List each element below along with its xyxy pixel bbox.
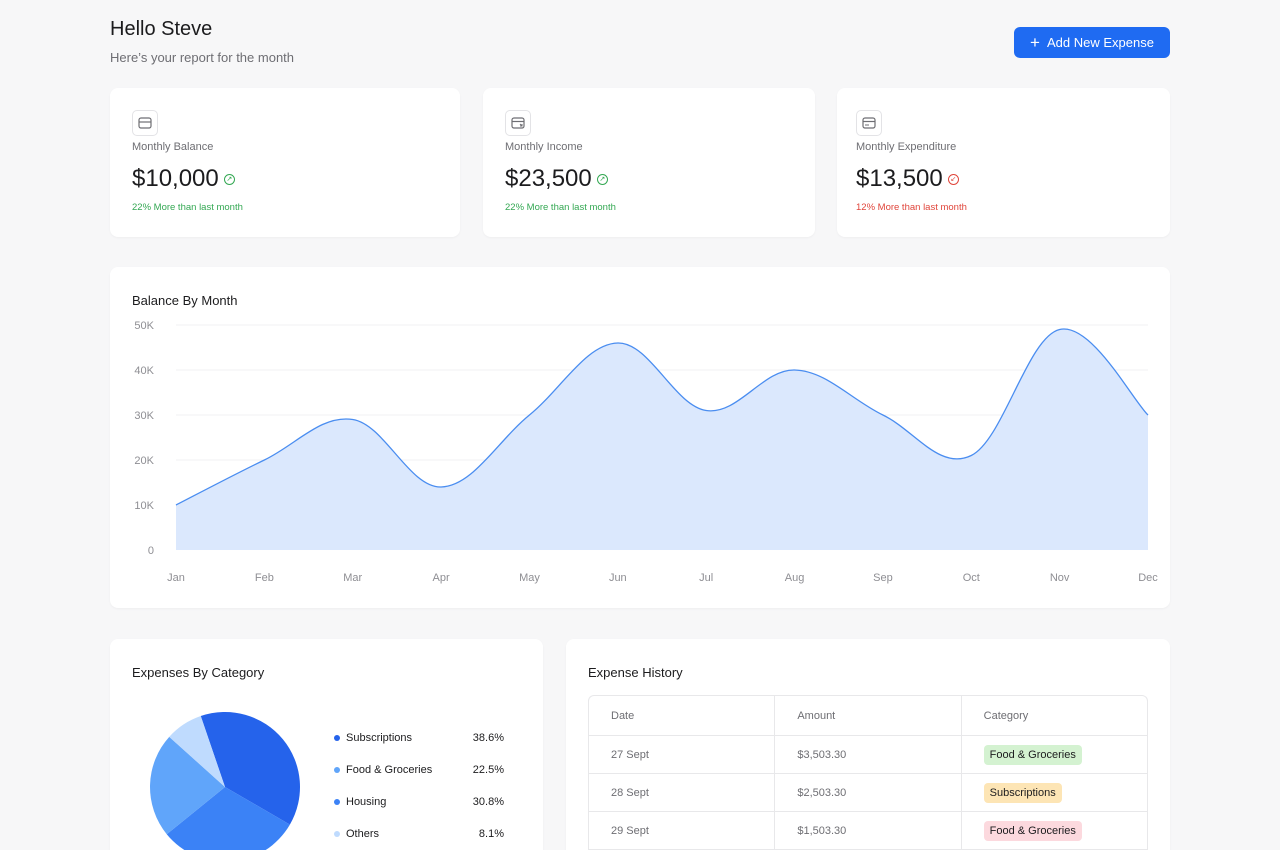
stat-value: $23,500 [505,165,592,192]
y-tick-label: 30K [134,410,154,422]
expense-history-card: Expense History Date Amount Category 27 … [566,639,1170,850]
balance-chart-title: Balance By Month [132,293,238,308]
trend-up-icon: ↗ [596,173,608,185]
x-tick-label: Jan [167,572,185,584]
category-badge: Food & Groceries [983,820,1082,841]
wallet-icon [132,110,158,136]
stat-change: 22% More than last month [505,202,616,213]
add-new-expense-button[interactable]: + Add New Expense [1014,27,1170,58]
x-tick-label: Jun [609,572,627,584]
report-subtitle: Here’s your report for the month [110,50,295,65]
stat-change: 22% More than last month [132,202,243,213]
column-header-category[interactable]: Category [983,709,1029,722]
x-tick-label: May [519,572,540,584]
stat-label: Monthly Income [505,141,583,153]
x-tick-label: Sep [873,572,893,584]
stat-value: $10,000 [132,165,219,192]
legend-label: Housing [346,796,387,808]
balance-chart-card: Balance By Month 0 10K 20K 30K 40K 50K Jan Feb M… [110,267,1170,608]
stat-label: Monthly Expenditure [856,141,957,153]
table-row[interactable]: 28 Sept $2,503.30 Subscriptions [589,774,1147,812]
y-tick-label: 0 [148,545,154,557]
legend-percent: 22.5% [472,764,504,776]
monthly-income-card: Monthly Income $23,500 ↗ 22% More than l… [483,88,815,237]
legend-item: Others 8.1% [334,828,504,840]
x-tick-label: Nov [1050,572,1070,584]
column-header-amount[interactable]: Amount [775,696,962,735]
table-header-row: Date Amount Category [589,696,1147,736]
page-header: Hello Steve Here’s your report for the m… [110,18,294,65]
x-tick-label: Feb [255,572,274,584]
card-in-icon [505,110,531,136]
y-tick-label: 50K [134,320,154,332]
row-date: 29 Sept [589,812,776,849]
card-out-icon [856,110,882,136]
column-header-date[interactable]: Date [589,696,776,735]
legend-item: Housing 30.8% [334,796,504,808]
row-amount: $2,503.30 [775,774,962,811]
expense-history-table: Date Amount Category 27 Sept $3,503.30 F… [588,695,1148,850]
legend-dot [334,831,340,837]
x-tick-label: Apr [433,572,450,584]
legend-dot [334,767,340,773]
expense-history-title: Expense History [588,665,683,680]
x-tick-label: Oct [963,572,980,584]
expenses-category-card: Expenses By Category Subscriptions 38.6% F… [110,639,543,850]
legend-dot [334,799,340,805]
x-tick-label: Mar [343,572,362,584]
category-badge: Subscriptions [983,782,1062,803]
category-badge: Food & Groceries [983,744,1082,765]
trend-up-icon: ↗ [223,173,235,185]
legend-label: Others [346,828,380,840]
monthly-balance-card: Monthly Balance $10,000 ↗ 22% More than … [110,88,460,237]
stat-value: $13,500 [856,165,943,192]
y-tick-label: 20K [134,455,154,467]
monthly-expenditure-card: Monthly Expenditure $13,500 ↙ 12% More t… [837,88,1170,237]
x-tick-label: Jul [699,572,713,584]
plus-icon: + [1030,33,1040,52]
x-tick-label: Aug [785,572,805,584]
row-amount: $1,503.30 [775,812,962,849]
legend-label: Food & Groceries [346,764,433,776]
legend-percent: 30.8% [472,796,504,808]
pie-slice [169,716,225,787]
legend-dot [334,735,340,741]
table-row[interactable]: 29 Sept $1,503.30 Food & Groceries [589,812,1147,850]
balance-area-fill [176,329,1148,550]
legend-percent: 38.6% [472,732,504,744]
pie-slice [150,736,225,835]
row-amount: $3,503.30 [775,736,962,773]
greeting-title: Hello Steve [110,18,213,40]
legend-item: Subscriptions 38.6% [334,732,504,744]
y-tick-label: 40K [134,365,154,377]
row-date: 27 Sept [589,736,776,773]
expenses-pie-chart [150,712,300,850]
legend-item: Food & Groceries 22.5% [334,764,504,776]
trend-down-icon: ↙ [947,173,959,185]
pie-slice [200,712,300,825]
legend-percent: 8.1% [478,828,504,840]
y-tick-label: 10K [134,500,154,512]
stat-label: Monthly Balance [132,141,214,153]
row-date: 28 Sept [589,774,776,811]
balance-area-chart: 0 10K 20K 30K 40K 50K Jan Feb Mar Apr May Jun Jul Aug… [134,320,1158,584]
add-new-expense-label: Add New Expense [1046,35,1154,50]
legend-label: Subscriptions [346,732,413,744]
stat-change: 12% More than last month [856,202,967,213]
expenses-category-title: Expenses By Category [132,665,265,680]
pie-slice [166,787,290,850]
table-row[interactable]: 27 Sept $3,503.30 Food & Groceries [589,736,1147,774]
x-tick-label: Dec [1138,572,1158,584]
